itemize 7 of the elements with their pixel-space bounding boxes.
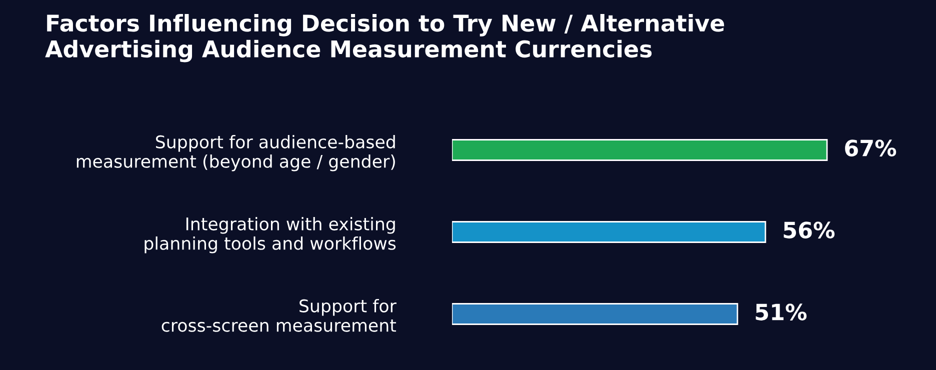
y-tick-label: Support for audience-based measurement (beyond age / gender) [76, 135, 395, 172]
y-tick-label: Support for cross-screen measurement [162, 299, 396, 332]
data-label: 56% [784, 222, 835, 238]
data-label: 67% [845, 140, 896, 156]
data-label: 51% [756, 304, 807, 320]
chart-title: Factors Influencing Decision to Try New / Alternative Advertising Audience Measurement Currencies [45, 14, 724, 62]
y-tick-label: Integration with existing planning tools and workflows [144, 217, 396, 254]
